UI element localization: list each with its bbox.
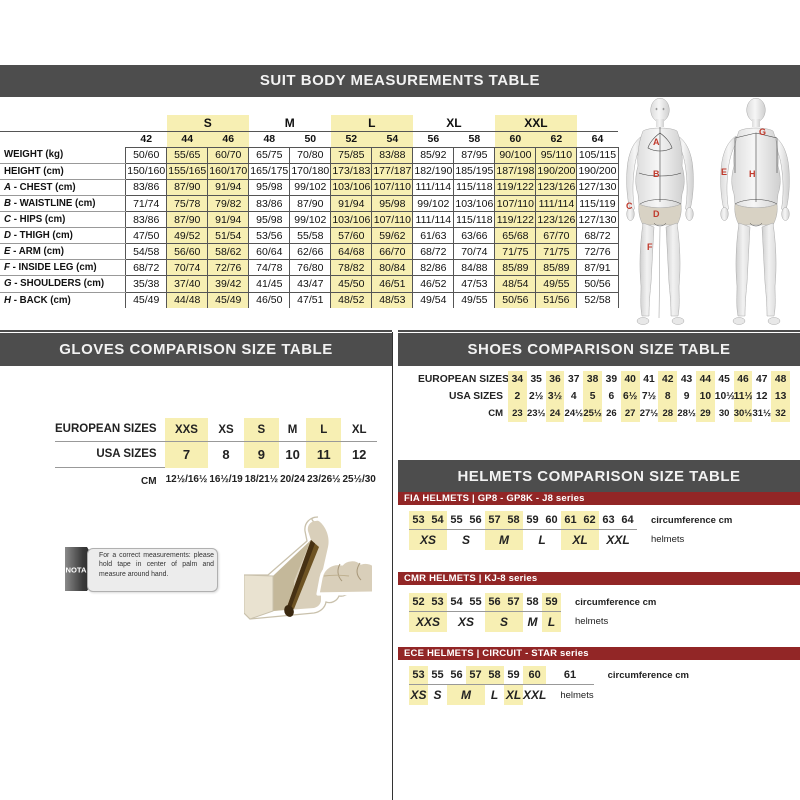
svg-text:F: F — [647, 242, 653, 252]
svg-text:A: A — [653, 137, 660, 147]
svg-text:G: G — [759, 127, 766, 137]
svg-text:NOTA: NOTA — [66, 566, 87, 575]
svg-text:H: H — [749, 169, 756, 179]
svg-text:E: E — [721, 167, 727, 177]
svg-text:C: C — [626, 201, 633, 211]
svg-text:D: D — [653, 209, 660, 219]
svg-text:B: B — [653, 169, 660, 179]
